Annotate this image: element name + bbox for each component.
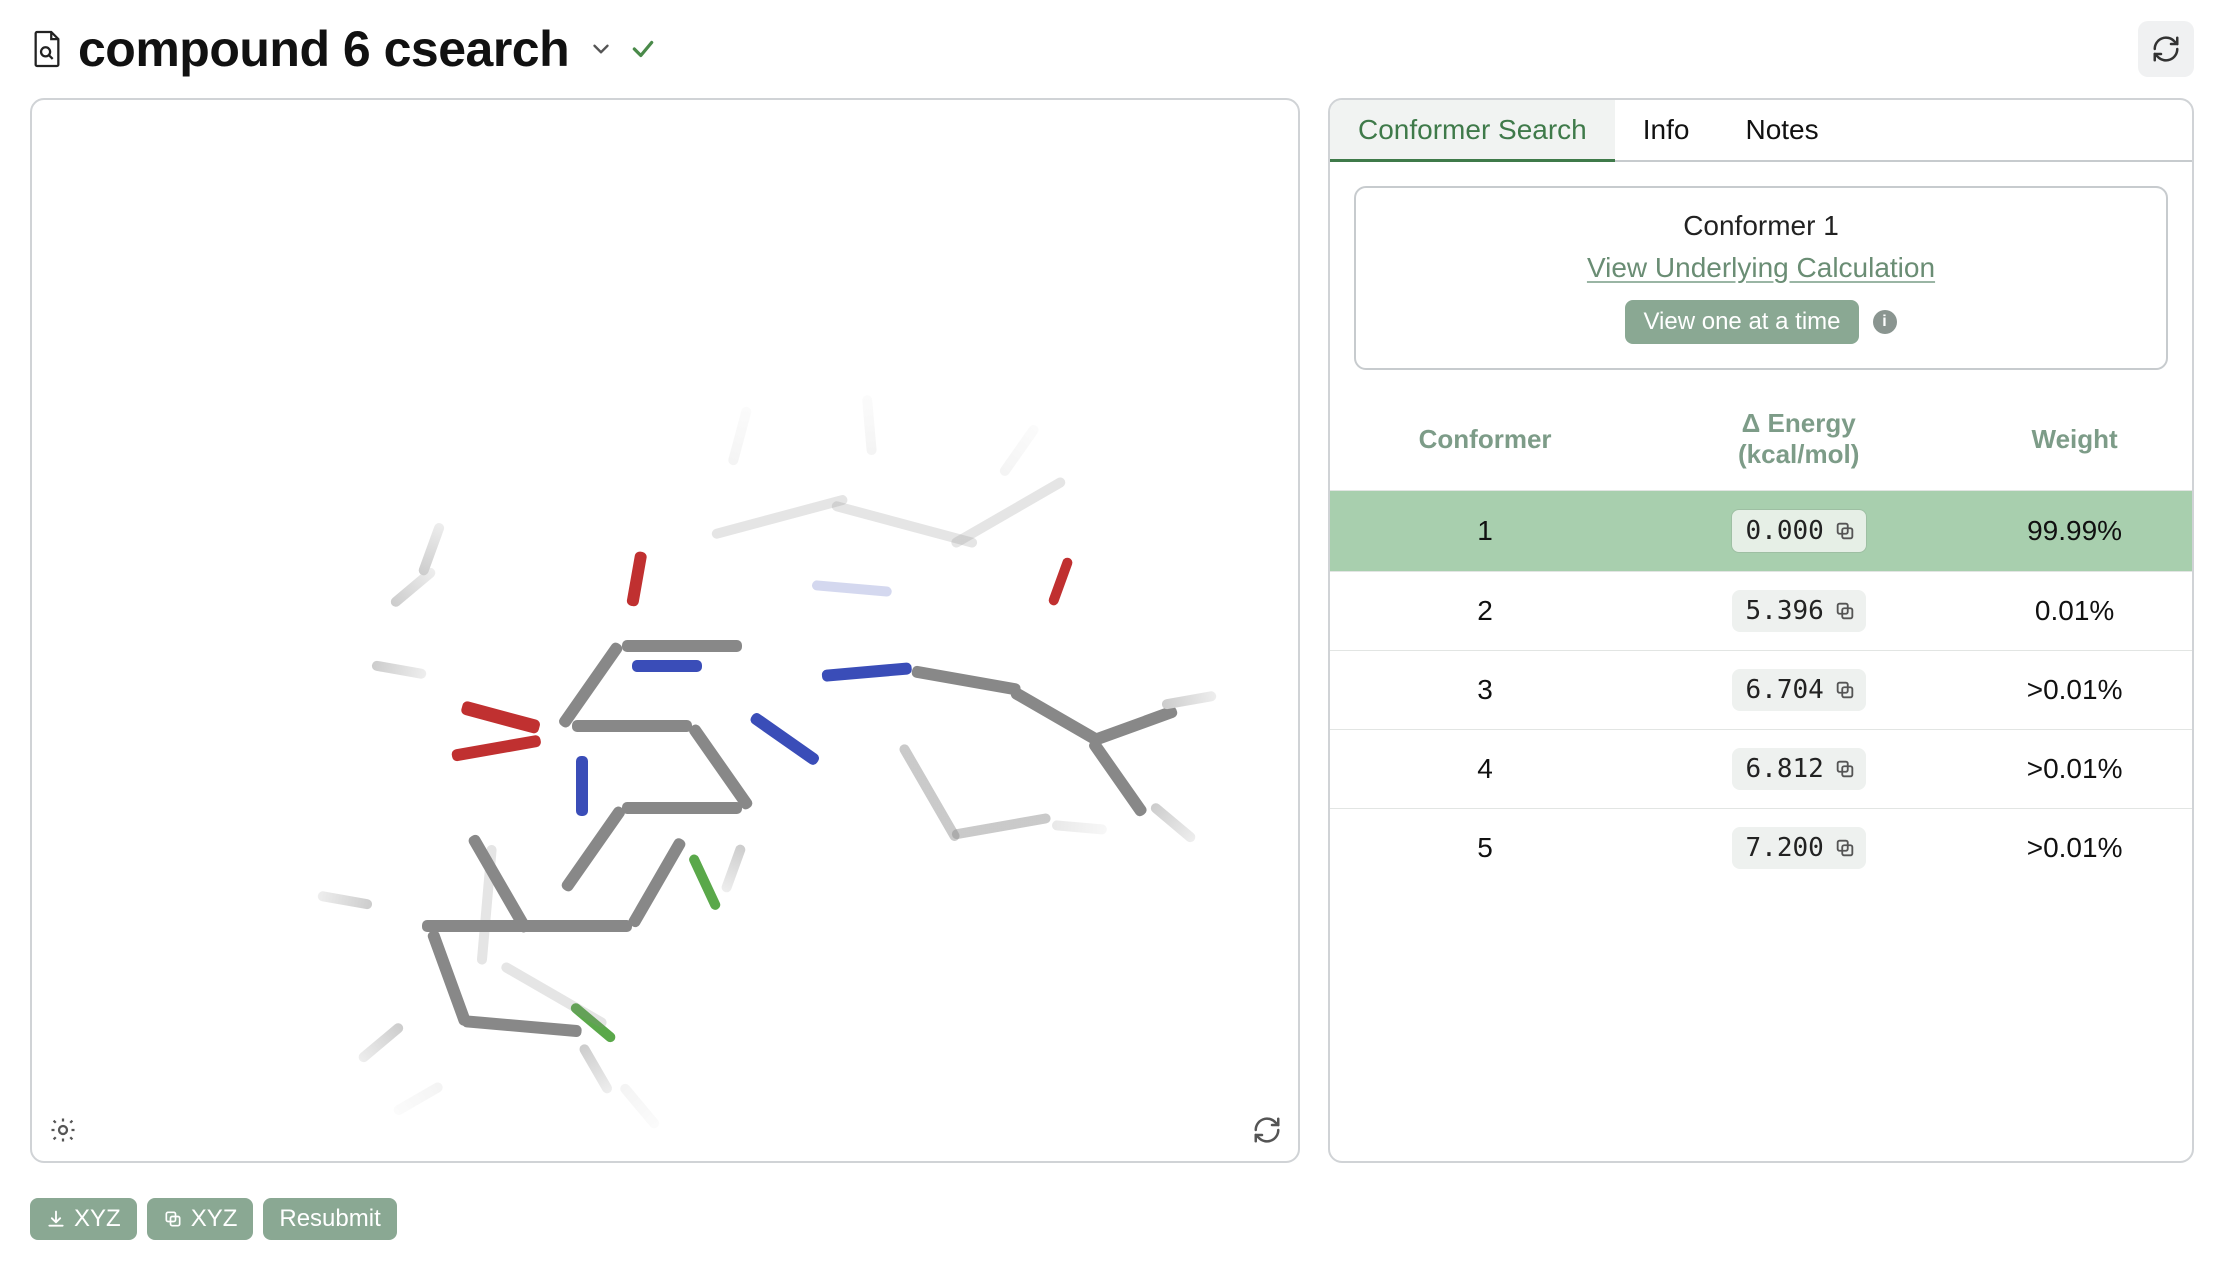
download-xyz-button[interactable]: XYZ — [30, 1198, 137, 1240]
energy-chip: 5.396 — [1732, 590, 1866, 632]
status-check-icon — [629, 35, 657, 63]
cell-weight: >0.01% — [1957, 651, 2192, 730]
download-icon — [46, 1209, 66, 1229]
copy-energy-icon[interactable] — [1834, 520, 1856, 542]
cell-energy: 6.704 — [1640, 651, 1957, 730]
cell-energy: 5.396 — [1640, 572, 1957, 651]
tab-notes[interactable]: Notes — [1717, 100, 1846, 160]
cell-conformer-id: 5 — [1330, 809, 1640, 888]
page-refresh-button[interactable] — [2138, 21, 2194, 77]
viewer-refresh-icon[interactable] — [1252, 1115, 1282, 1145]
energy-value: 7.200 — [1746, 833, 1824, 863]
conformer-table: Conformer Δ Energy (kcal/mol) Weight 1 0.… — [1330, 390, 2192, 887]
cell-weight: 0.01% — [1957, 572, 2192, 651]
col-energy-line1: Δ Energy — [1650, 408, 1947, 439]
molecule-render — [312, 400, 1192, 1050]
selected-conformer-title: Conformer 1 — [1356, 210, 2166, 242]
molecule-canvas[interactable] — [32, 100, 1298, 1161]
conformer-header-box: Conformer 1 View Underlying Calculation … — [1354, 186, 2168, 370]
cell-conformer-id: 3 — [1330, 651, 1640, 730]
conformer-table-wrap: Conformer Δ Energy (kcal/mol) Weight 1 0.… — [1330, 390, 2192, 1161]
energy-value: 5.396 — [1746, 596, 1824, 626]
col-energy: Δ Energy (kcal/mol) — [1640, 390, 1957, 491]
table-row[interactable]: 1 0.000 99.99% — [1330, 491, 2192, 572]
molecule-viewer[interactable] — [30, 98, 1300, 1163]
tab-conformer-search[interactable]: Conformer Search — [1330, 100, 1615, 160]
energy-value: 0.000 — [1746, 516, 1824, 546]
energy-value: 6.704 — [1746, 675, 1824, 705]
energy-chip: 7.200 — [1732, 827, 1866, 869]
col-weight: Weight — [1957, 390, 2192, 491]
view-one-at-a-time-button[interactable]: View one at a time — [1625, 300, 1858, 344]
cell-energy: 0.000 — [1640, 491, 1957, 572]
copy-energy-icon[interactable] — [1834, 758, 1856, 780]
title-chevron-down-icon[interactable] — [587, 35, 615, 63]
energy-chip: 6.704 — [1732, 669, 1866, 711]
copy-energy-icon[interactable] — [1834, 679, 1856, 701]
cell-conformer-id: 2 — [1330, 572, 1640, 651]
viewer-actions: XYZ XYZ Resubmit — [30, 1198, 397, 1240]
right-panel: Conformer Search Info Notes Conformer 1 … — [1328, 98, 2194, 1163]
table-row[interactable]: 3 6.704 >0.01% — [1330, 651, 2192, 730]
main-layout: Conformer Search Info Notes Conformer 1 … — [30, 98, 2194, 1203]
document-search-icon — [30, 28, 64, 70]
cell-energy: 6.812 — [1640, 730, 1957, 809]
view-mode-row: View one at a time i — [1356, 300, 2166, 344]
energy-value: 6.812 — [1746, 754, 1824, 784]
col-energy-line2: (kcal/mol) — [1650, 439, 1947, 470]
cell-weight: 99.99% — [1957, 491, 2192, 572]
copy-icon — [163, 1209, 183, 1229]
energy-chip: 6.812 — [1732, 748, 1866, 790]
resubmit-button[interactable]: Resubmit — [263, 1198, 396, 1240]
page-title: compound 6 csearch — [78, 20, 569, 78]
table-row[interactable]: 4 6.812 >0.01% — [1330, 730, 2192, 809]
cell-conformer-id: 1 — [1330, 491, 1640, 572]
copy-energy-icon[interactable] — [1834, 837, 1856, 859]
download-xyz-label: XYZ — [74, 1205, 121, 1233]
viewer-settings-gear-icon[interactable] — [48, 1115, 78, 1145]
tab-info[interactable]: Info — [1615, 100, 1718, 160]
view-mode-info-icon[interactable]: i — [1873, 310, 1897, 334]
view-calculation-link[interactable]: View Underlying Calculation — [1587, 252, 1935, 284]
energy-chip: 0.000 — [1731, 509, 1867, 553]
panel-tabs: Conformer Search Info Notes — [1330, 100, 2192, 162]
cell-weight: >0.01% — [1957, 730, 2192, 809]
cell-energy: 7.200 — [1640, 809, 1957, 888]
table-row[interactable]: 2 5.396 0.01% — [1330, 572, 2192, 651]
cell-conformer-id: 4 — [1330, 730, 1640, 809]
table-row[interactable]: 5 7.200 >0.01% — [1330, 809, 2192, 888]
copy-xyz-label: XYZ — [191, 1205, 238, 1233]
header-left: compound 6 csearch — [30, 20, 657, 78]
copy-xyz-button[interactable]: XYZ — [147, 1198, 254, 1240]
cell-weight: >0.01% — [1957, 809, 2192, 888]
col-conformer: Conformer — [1330, 390, 1640, 491]
page-header: compound 6 csearch — [30, 20, 2194, 78]
copy-energy-icon[interactable] — [1834, 600, 1856, 622]
